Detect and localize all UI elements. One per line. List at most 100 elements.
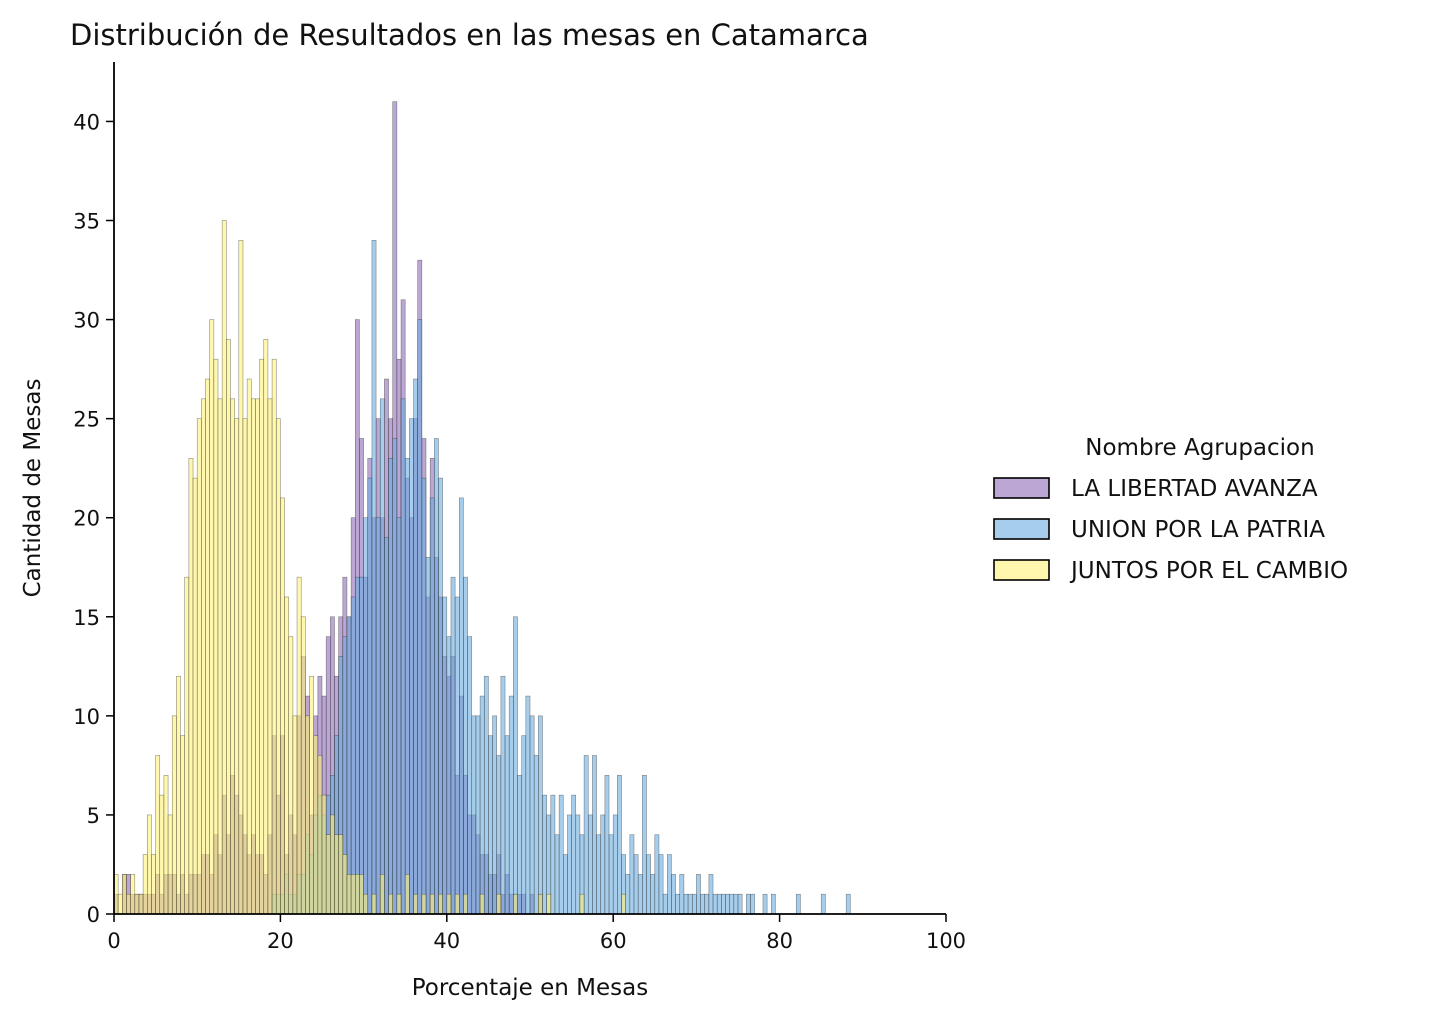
bars [113,101,851,915]
histogram-bar [533,755,539,915]
histogram-bar [600,814,606,915]
histogram-bar [246,378,252,915]
histogram-bar [317,755,323,915]
legend-swatch [993,477,1050,499]
x-axis-label: Porcentaje en Mesas [412,975,649,1001]
histogram-bar [746,893,751,915]
histogram-bar [517,775,522,915]
histogram-bar [275,418,281,915]
histogram-bar [371,240,377,915]
histogram-bar [492,715,497,915]
y-tick-label: 30 [73,309,100,333]
histogram-bar [151,854,156,915]
histogram-bar [434,438,439,915]
histogram-bar [180,735,185,915]
histogram-bar [429,497,435,915]
histogram-bar [671,874,676,915]
histogram-bar [142,854,148,915]
y-tick-label: 10 [73,705,100,729]
legend-swatch [993,559,1050,581]
histogram-bar [155,755,161,915]
histogram-bar [284,596,289,915]
histogram-bar [575,814,581,915]
y-axis-label: Cantidad de Mesas [20,379,46,598]
histogram-bar [421,477,427,915]
y-tick-label: 20 [73,507,100,531]
histogram-bar [201,398,206,915]
histogram-bar [633,854,639,915]
histogram-bar [629,834,635,915]
histogram-bar [592,755,597,915]
y-ticks: 0 5 10 15 20 25 30 35 40 [73,110,114,927]
histogram-bar [205,378,210,915]
histogram-bar [479,893,485,915]
histogram-bar [587,814,593,915]
histogram-bar [350,596,356,915]
histogram-bar [350,874,356,915]
x-tick-label: 40 [433,929,460,953]
histogram-bar [221,220,227,915]
histogram-bar [209,319,215,915]
histogram-bar [546,893,552,915]
y-tick-label: 35 [73,210,100,234]
histogram-bar [421,893,427,915]
legend-label: LA LIBERTAD AVANZA [1071,476,1318,502]
histogram-bar [296,576,302,915]
histogram-bar [388,458,393,915]
histogram-bar [459,497,464,915]
histogram-bar [138,893,144,915]
histogram-bar [396,517,402,915]
histogram-bar [192,477,198,915]
histogram-bar [687,893,693,915]
histogram-bar [496,893,502,915]
histogram-bar [604,775,610,915]
histogram-bar [488,735,493,915]
x-tick-label: 80 [766,929,793,953]
histogram-bar [737,893,743,915]
x-tick-label: 60 [600,929,627,953]
histogram-bar [446,893,452,915]
histogram-bar [471,715,477,915]
histogram-bar [230,398,235,915]
histogram-bar [130,874,136,915]
histogram-bar [292,715,298,915]
histogram-bar [642,775,647,915]
histogram-bar [392,438,398,915]
histogram-bar [725,893,730,915]
histogram-bar [538,893,543,915]
histogram-bar [650,874,656,915]
histogram-bar [463,576,468,915]
histogram-bar [338,834,344,915]
histogram-bar [388,893,393,915]
histogram-bar [571,794,577,915]
histogram-bar [696,874,701,915]
y-tick-label: 5 [87,804,100,828]
histogram-bar [259,358,265,915]
histogram-bar [554,834,560,915]
histogram-bar [184,576,190,915]
histogram-bar [820,893,826,915]
histogram-bar [117,893,123,915]
histogram-bar [679,874,685,915]
histogram-bar [425,557,431,915]
histogram-bar [513,893,518,915]
histogram-bar [608,834,614,915]
histogram-bar [442,596,448,915]
histogram-bar [280,497,285,915]
histogram-bar [750,893,755,915]
legend-title: Nombre Agrupacion [1085,435,1314,461]
histogram-bar [612,814,618,915]
histogram-bar [363,517,369,915]
histogram-bar [496,755,502,915]
histogram-bar [596,834,601,915]
histogram-bar [330,814,335,915]
histogram-bar [371,893,377,915]
histogram-bar [334,834,339,915]
x-ticks: 0 20 40 60 80 100 [107,914,966,953]
histogram-bar [483,675,489,915]
histogram-bar [513,616,518,915]
histogram-bar [375,517,381,915]
histogram-bar [122,874,127,915]
histogram-bar [558,794,564,915]
